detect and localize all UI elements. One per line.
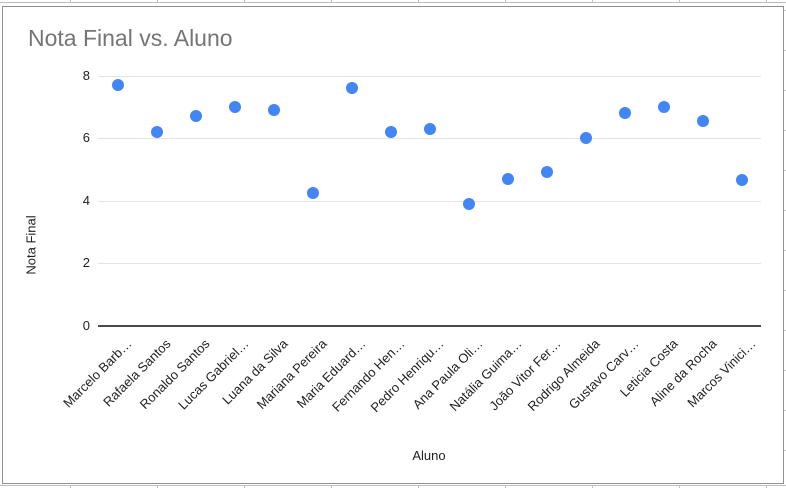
sheet-gridline-tick — [766, 0, 767, 3]
sheet-gridline-tick — [418, 485, 419, 488]
data-point[interactable] — [228, 100, 241, 113]
gridline-y-8 — [98, 75, 761, 77]
sheet-row-gridline-bottom — [0, 485, 786, 486]
sheet-gridline-tick — [157, 0, 158, 3]
sheet-gridline-tick — [592, 485, 593, 488]
data-point[interactable] — [540, 166, 553, 179]
sheet-gridline-tick — [783, 250, 786, 251]
data-point[interactable] — [384, 125, 397, 138]
sheet-gridline-tick — [331, 485, 332, 488]
sheet-gridline-tick — [783, 130, 786, 131]
sheet-gridline-tick — [679, 0, 680, 3]
data-point[interactable] — [657, 100, 670, 113]
sheet-row-gridline-top — [0, 2, 786, 3]
sheet-gridline-tick — [766, 485, 767, 488]
y-tick-label: 4 — [82, 192, 90, 208]
sheet-gridline-tick — [783, 290, 786, 291]
sheet-gridline-tick — [783, 90, 786, 91]
data-point[interactable] — [189, 110, 202, 123]
sheet-gridline-tick — [244, 485, 245, 488]
sheet-gridline-tick — [783, 370, 786, 371]
y-tick-label: 2 — [82, 255, 90, 270]
gridline-y-2 — [98, 263, 761, 264]
sheet-gridline-tick — [592, 0, 593, 3]
gridline-y-4 — [98, 200, 761, 202]
gridline-y-0 — [98, 324, 761, 327]
sheet-gridline-tick — [244, 0, 245, 3]
sheet-gridline-tick — [783, 210, 786, 211]
data-point[interactable] — [111, 78, 124, 91]
sheet-gridline-tick — [783, 450, 786, 451]
chart-title: Nota Final vs. Aluno — [28, 25, 233, 51]
sheet-gridline-tick — [783, 330, 786, 331]
sheet-gridline-tick — [331, 0, 332, 3]
sheet-gridline-tick — [783, 170, 786, 171]
sheet-gridline-tick — [783, 50, 786, 51]
data-point[interactable] — [696, 114, 709, 127]
data-point[interactable] — [306, 186, 319, 199]
data-point[interactable] — [501, 172, 514, 185]
data-point[interactable] — [579, 132, 592, 144]
x-axis-title: Aluno — [412, 448, 446, 463]
data-point[interactable] — [423, 122, 436, 135]
data-point[interactable] — [735, 174, 748, 187]
data-point[interactable] — [150, 125, 163, 138]
data-point[interactable] — [462, 197, 475, 210]
sheet-gridline-tick — [783, 410, 786, 411]
y-tick-label: 6 — [82, 130, 90, 145]
sheet-gridline-tick — [418, 0, 419, 3]
sheet-gridline-tick — [505, 485, 506, 488]
data-point[interactable] — [267, 103, 280, 116]
y-tick-label: 8 — [82, 67, 90, 83]
sheet-gridline-tick — [783, 10, 786, 11]
sheet-gridline-tick — [70, 0, 71, 3]
data-point[interactable] — [345, 82, 358, 94]
sheet-gridline-tick — [70, 485, 71, 488]
sheet-gridline-tick — [505, 0, 506, 3]
chart-container[interactable] — [2, 6, 784, 484]
sheet-gridline-tick — [157, 485, 158, 488]
y-tick-label: 0 — [82, 317, 90, 333]
gridline-y-6 — [98, 138, 761, 139]
data-point[interactable] — [618, 107, 631, 119]
sheet-gridline-tick — [679, 485, 680, 488]
